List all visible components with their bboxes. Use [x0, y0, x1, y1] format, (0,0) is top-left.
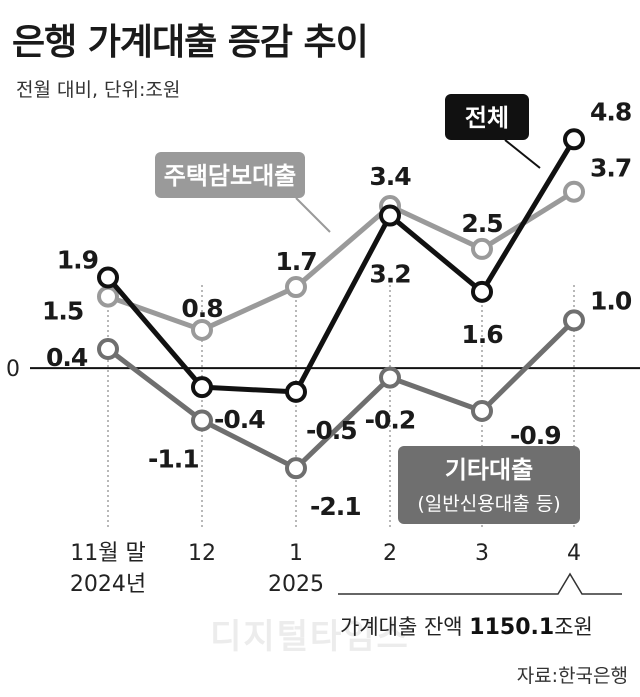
balance-value: 1150.1 [469, 615, 554, 640]
point-mortgage-5 [563, 180, 585, 203]
data-label-mortgage-2: 1.7 [275, 247, 316, 276]
data-label-other-2: -2.1 [310, 492, 361, 521]
point-other-5 [563, 309, 585, 332]
x-tick-3: 2 [383, 541, 397, 566]
legend-other-label: 기타대출 [445, 456, 533, 484]
data-label-other-5: 1.0 [590, 286, 632, 315]
data-label-total-2: -0.5 [306, 416, 357, 445]
data-label-mortgage-4: 2.5 [461, 209, 502, 238]
point-other-1 [191, 409, 213, 432]
legend-mortgage-label: 주택담보대출 [164, 162, 296, 190]
legend-mortgage-leader [295, 197, 331, 233]
point-mortgage-0 [97, 285, 119, 308]
point-total-3 [379, 204, 401, 227]
data-label-total-0: 1.9 [57, 246, 98, 275]
point-total-0 [97, 266, 119, 289]
x-year-label-1: 2025 [268, 572, 324, 597]
data-label-total-1: -0.4 [214, 405, 265, 434]
point-total-2 [285, 380, 307, 403]
watermark: 디지털타임스 [210, 617, 410, 657]
balance-unit: 조원 [554, 615, 593, 639]
data-labels: 1.9 -0.4 -0.5 3.2 1.6 4.8 1.5 0.8 1.7 3.4 2.5 3.7 0.… [42, 97, 633, 521]
data-label-total-4: 1.6 [461, 320, 503, 349]
data-label-total-3: 3.2 [369, 260, 410, 289]
point-other-0 [97, 338, 119, 361]
point-mortgage-4 [471, 237, 493, 260]
balance-bracket [338, 572, 622, 595]
source-note: 자료:한국은행 [517, 665, 628, 687]
series-line-other [106, 318, 576, 471]
legend-other: 기타대출 (일반신용대출 등) [398, 446, 580, 524]
data-label-mortgage-3: 3.4 [369, 162, 411, 191]
x-year-label-0: 2024년 [70, 572, 146, 597]
data-label-other-3: -0.2 [365, 406, 416, 435]
point-other-3 [379, 366, 401, 389]
axis: 0 [6, 357, 640, 382]
chart-title: 은행 가계대출 증감 추이 [12, 22, 368, 63]
legend-mortgage: 주택담보대출 [155, 152, 331, 233]
data-label-mortgage-5: 3.7 [590, 154, 631, 183]
data-label-total-5: 4.8 [590, 97, 631, 126]
balance-prefix: 가계대출 잔액 [340, 615, 469, 639]
x-tick-0: 11월 말 [70, 541, 145, 566]
balance-note: 가계대출 잔액 1150.1조원 [338, 572, 622, 640]
legend-other-sublabel: (일반신용대출 등) [417, 493, 560, 515]
point-total-4 [471, 280, 493, 303]
data-label-other-4: -0.9 [510, 421, 561, 450]
legend-total-label: 전체 [465, 104, 509, 132]
x-tick-5: 4 [567, 541, 581, 566]
data-label-other-0: 0.4 [46, 343, 88, 372]
data-label-other-1: -1.1 [148, 445, 199, 474]
x-tick-4: 3 [475, 541, 489, 566]
data-label-mortgage-1: 0.8 [181, 294, 222, 323]
series-line-total [106, 138, 577, 395]
x-tick-1: 12 [188, 541, 216, 566]
point-mortgage-1 [191, 318, 213, 341]
data-label-mortgage-0: 1.5 [42, 297, 83, 326]
series-line-mortgage [107, 189, 576, 333]
point-other-4 [471, 399, 493, 422]
point-total-5 [563, 128, 585, 151]
point-mortgage-2 [285, 276, 307, 299]
point-total-1 [191, 376, 213, 399]
balance-text: 가계대출 잔액 1150.1조원 [340, 615, 593, 640]
x-tick-2: 1 [289, 541, 303, 566]
point-other-2 [285, 457, 307, 480]
legend-total-leader [504, 139, 541, 169]
zero-label: 0 [6, 357, 20, 382]
chart-subtitle: 전월 대비, 단위:조원 [16, 79, 180, 101]
legend-total: 전체 [445, 94, 541, 169]
series-layer [97, 128, 585, 480]
